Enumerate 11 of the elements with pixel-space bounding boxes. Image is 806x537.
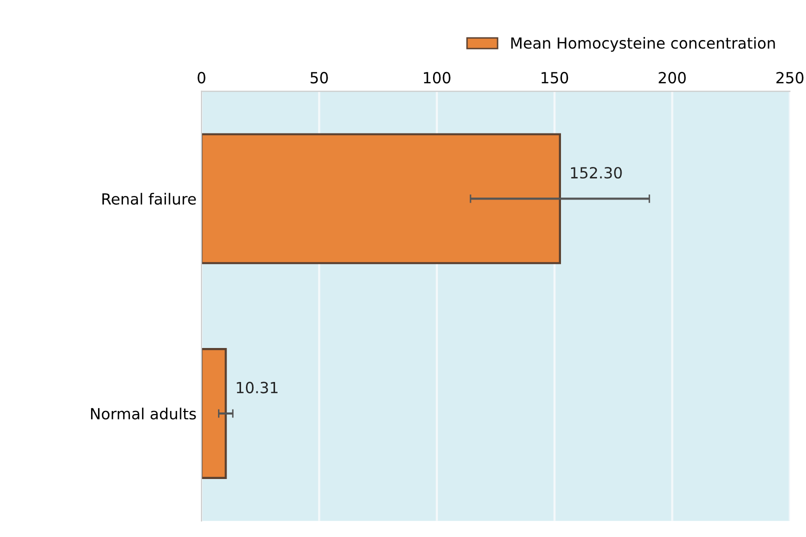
- x-tick-label: 50: [310, 72, 328, 84]
- x-tick-label: 0: [198, 72, 206, 84]
- x-tick-label: 250: [776, 72, 804, 84]
- data-label: 10.31: [236, 382, 278, 394]
- legend-label: Mean Homocysteine concentration: [511, 36, 775, 52]
- data-label: 152.30: [571, 166, 622, 179]
- x-tick-label: 100: [424, 72, 450, 84]
- x-tick-label: 200: [658, 72, 686, 84]
- x-tick-label: 150: [542, 72, 568, 84]
- y-tick-label: Renal failure: [102, 192, 196, 205]
- y-tick-label: Normal adults: [91, 408, 196, 420]
